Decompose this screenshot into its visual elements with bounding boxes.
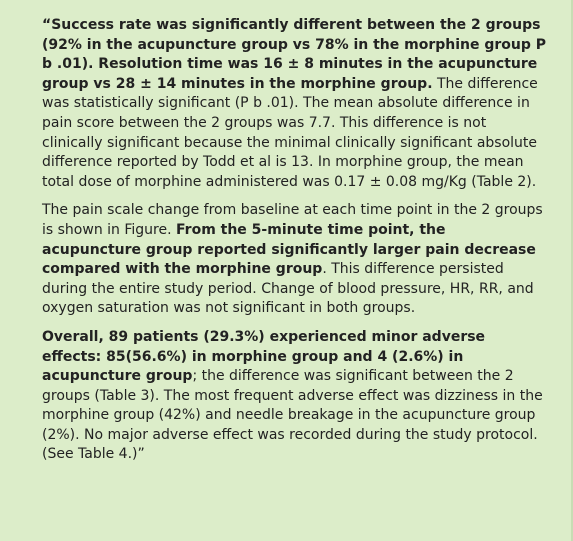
bold-text: “Success rate was significantly differen… xyxy=(42,17,547,92)
bold-text: From the 5-minute time point, the acupun… xyxy=(42,221,536,278)
paragraph: “Success rate was significantly differen… xyxy=(42,16,547,192)
text: . This difference persisted during the e… xyxy=(42,261,534,317)
paragraph: Overall, 89 patients (29.3%) experienced… xyxy=(42,328,547,465)
bold-text: Overall, 89 patients (29.3%) experienced… xyxy=(42,328,486,385)
paragraph: The pain scale change from baseline at e… xyxy=(42,201,547,319)
text: ; the difference was significant between… xyxy=(42,368,543,463)
text: The difference was statistically signifi… xyxy=(42,75,538,190)
text: The pain scale change from baseline at e… xyxy=(42,202,543,238)
